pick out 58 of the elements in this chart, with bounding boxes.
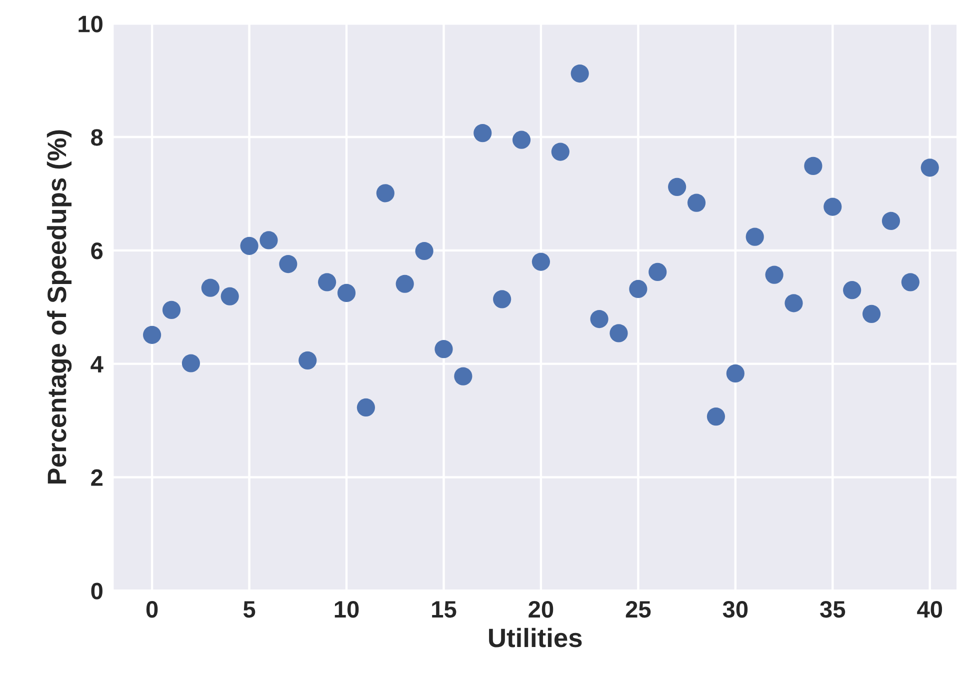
point xyxy=(824,198,842,216)
x-tick-label: 30 xyxy=(722,600,748,618)
point xyxy=(746,228,764,246)
point xyxy=(337,284,356,302)
y-tick-label: 0 xyxy=(91,582,102,600)
x-tick-label: 35 xyxy=(820,600,846,618)
x-tick-label: 5 xyxy=(243,601,256,618)
point xyxy=(182,354,200,372)
point xyxy=(474,124,492,142)
point xyxy=(687,194,706,212)
point xyxy=(629,280,648,298)
point xyxy=(454,367,472,386)
point xyxy=(220,287,239,306)
point xyxy=(396,274,414,293)
point xyxy=(279,254,298,274)
x-tick-label: 0 xyxy=(146,600,158,618)
point xyxy=(434,340,453,358)
y-tick-label: 6 xyxy=(91,242,103,260)
point xyxy=(920,158,939,177)
point xyxy=(668,178,686,196)
point xyxy=(298,351,317,370)
point xyxy=(143,326,162,344)
x-axis-title: Utilities xyxy=(489,628,582,648)
x-tick-label: 20 xyxy=(528,600,554,618)
y-tick-label: 2 xyxy=(91,469,102,486)
point xyxy=(376,184,394,202)
x-tick-label: 15 xyxy=(432,601,456,618)
point xyxy=(765,266,784,284)
point xyxy=(415,242,434,260)
point xyxy=(590,310,608,328)
y-tick-label: 8 xyxy=(91,129,103,146)
point xyxy=(512,130,531,149)
point xyxy=(570,64,589,83)
x-tick-label: 40 xyxy=(917,600,942,618)
x-tick-label: 25 xyxy=(626,600,651,618)
y-tick-label: 4 xyxy=(90,356,104,372)
point xyxy=(843,281,862,300)
point xyxy=(726,364,744,383)
point xyxy=(532,252,550,271)
point xyxy=(784,294,803,312)
point xyxy=(648,262,667,282)
point xyxy=(551,142,570,161)
point xyxy=(356,398,376,417)
point xyxy=(493,290,512,308)
point xyxy=(610,324,628,342)
point xyxy=(901,273,920,292)
point xyxy=(318,273,336,292)
point xyxy=(804,156,822,175)
y-axis-title: Percentage of Speedups (%) xyxy=(46,130,72,484)
point xyxy=(882,212,900,230)
point xyxy=(162,300,181,320)
point xyxy=(862,304,881,323)
point xyxy=(706,408,726,426)
y-tick-label: 10 xyxy=(78,16,102,32)
point xyxy=(260,231,278,250)
point xyxy=(240,236,258,255)
x-tick-label: 10 xyxy=(334,600,359,618)
point xyxy=(201,278,220,297)
